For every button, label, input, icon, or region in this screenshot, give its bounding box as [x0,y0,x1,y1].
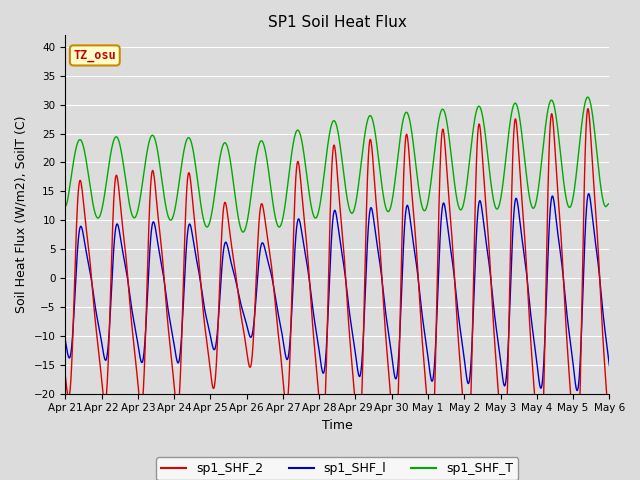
sp1_SHF_2 [584,106,592,111]
sp1_SHF_l [573,388,581,394]
sp1_SHF_l [605,361,613,367]
sp1_SHF_l [554,229,561,235]
sp1_SHF_l [390,371,398,377]
sp1_SHF_2 [213,344,221,349]
sp1_SHF_l [61,337,69,343]
sp1_SHF_T [178,160,186,166]
sp1_SHF_T [605,201,613,206]
sp1_SHF_2 [605,431,613,437]
sp1_SHF_T [400,114,408,120]
sp1_SHF_2 [390,438,398,444]
sp1_SHF_2 [554,188,561,193]
sp1_SHF_l [585,191,593,196]
sp1_SHF_T [213,173,221,179]
sp1_SHF_T [390,183,398,189]
sp1_SHF_l [605,363,613,369]
Text: TZ_osu: TZ_osu [74,49,116,62]
sp1_SHF_l [400,237,408,243]
Legend: sp1_SHF_2, sp1_SHF_l, sp1_SHF_T: sp1_SHF_2, sp1_SHF_l, sp1_SHF_T [156,457,518,480]
sp1_SHF_2 [573,466,580,472]
Line: sp1_SHF_l: sp1_SHF_l [65,193,609,391]
sp1_SHF_T [554,127,562,132]
Y-axis label: Soil Heat Flux (W/m2), SoilT (C): Soil Heat Flux (W/m2), SoilT (C) [15,116,28,313]
sp1_SHF_T [61,204,69,209]
Line: sp1_SHF_2: sp1_SHF_2 [65,108,609,469]
Line: sp1_SHF_T: sp1_SHF_T [65,97,609,232]
sp1_SHF_T [239,229,247,235]
sp1_SHF_l [178,329,186,335]
sp1_SHF_2 [61,372,69,378]
sp1_SHF_T [605,201,613,206]
Title: SP1 Soil Heat Flux: SP1 Soil Heat Flux [268,15,407,30]
X-axis label: Time: Time [322,419,353,432]
sp1_SHF_T [584,94,591,100]
sp1_SHF_2 [400,170,408,176]
sp1_SHF_2 [605,433,613,439]
sp1_SHF_l [213,331,221,337]
sp1_SHF_2 [178,332,186,337]
